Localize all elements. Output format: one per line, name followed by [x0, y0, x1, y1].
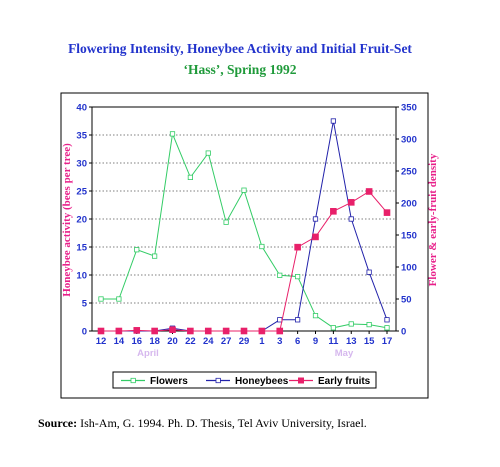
- x-tick-label: 11: [328, 336, 339, 347]
- data-point-flowers: [295, 273, 301, 280]
- x-tick-label: 3: [277, 336, 282, 347]
- x-tick-label: 27: [221, 336, 232, 347]
- data-point-early-fruits: [115, 327, 123, 335]
- data-point-flowers: [98, 296, 104, 302]
- data-point-honeybees: [348, 216, 354, 222]
- data-point-flowers: [169, 131, 176, 137]
- data-point-early-fruits: [294, 243, 301, 251]
- y-tick-label-right: 50: [401, 295, 412, 306]
- x-tick-label: 12: [96, 336, 107, 347]
- y-tick-label-right: 300: [401, 135, 417, 146]
- data-point-flowers: [277, 272, 283, 278]
- data-point-early-fruits: [258, 327, 266, 335]
- x-tick-label: 1: [259, 336, 265, 347]
- data-point-flowers: [187, 174, 193, 180]
- legend-marker-flowers: [130, 377, 136, 384]
- data-point-early-fruits: [204, 327, 212, 335]
- y-tick-label-right: 200: [401, 199, 417, 210]
- y-tick-label-left: 40: [76, 103, 87, 114]
- y-tick-label-left: 15: [76, 243, 87, 254]
- right-axis-ticks: 0 50 100 150 200 250 300 350: [396, 103, 417, 338]
- x-tick-label: 6: [295, 336, 300, 347]
- data-point-flowers: [312, 313, 319, 319]
- x-tick-label: 16: [131, 336, 142, 347]
- x-tick-label: 9: [313, 336, 318, 347]
- data-point-flowers: [259, 243, 265, 250]
- data-point-flowers: [134, 247, 140, 253]
- data-point-early-fruits: [365, 188, 373, 195]
- data-point-flowers: [384, 325, 390, 331]
- y-axis-left-label: Honeybee activity (bees per tree): [61, 143, 73, 297]
- month-label-april: April: [137, 348, 159, 359]
- y-tick-label-right: 100: [401, 263, 417, 274]
- left-axis-ticks: 0 5 10 15 20 25 30 35 40: [76, 103, 92, 338]
- y-tick-label-left: 25: [76, 187, 87, 198]
- data-point-honeybees: [312, 216, 319, 222]
- y-tick-label-right: 250: [401, 167, 417, 178]
- source-text: Ish-Am, G. 1994. Ph. D. Thesis, Tel Aviv…: [80, 416, 367, 430]
- data-point-flowers: [152, 253, 158, 259]
- data-point-early-fruits: [169, 326, 176, 334]
- y-tick-label-right: 350: [401, 103, 417, 114]
- y-tick-label-left: 35: [76, 131, 87, 142]
- data-point-honeybees: [330, 118, 336, 124]
- data-point-early-fruits: [312, 233, 319, 241]
- y-tick-label-right: 150: [401, 231, 417, 242]
- x-tick-label: 17: [382, 336, 393, 347]
- chart-title: Flowering Intensity, Honeybee Activity a…: [68, 41, 412, 56]
- y-tick-label-left: 5: [82, 299, 88, 310]
- data-point-honeybees: [277, 317, 283, 323]
- legend-marker-early-fruits: [298, 377, 304, 384]
- data-point-flowers: [366, 321, 372, 328]
- data-point-honeybees: [295, 317, 301, 323]
- y-axis-right-label: Flower & early-fruit density: [427, 153, 439, 286]
- x-tick-label: 24: [203, 336, 214, 347]
- month-label-may: May: [335, 348, 354, 359]
- y-tick-label-left: 20: [76, 215, 87, 226]
- data-point-early-fruits: [97, 327, 105, 335]
- x-tick-label: 20: [167, 336, 178, 347]
- data-point-early-fruits: [240, 327, 248, 335]
- source-note: Source: Ish-Am, G. 1994. Ph. D. Thesis, …: [38, 416, 367, 431]
- y-tick-label-left: 10: [76, 271, 87, 282]
- legend-box: [112, 371, 377, 389]
- data-point-early-fruits: [222, 327, 230, 335]
- x-tick-label: 14: [114, 336, 125, 347]
- chart-subtitle: ‘Hass’, Spring 1992: [184, 62, 297, 77]
- x-tick-label: 29: [239, 336, 250, 347]
- x-tick-label: 15: [364, 336, 375, 347]
- x-tick-label: 13: [346, 336, 357, 347]
- data-point-flowers: [348, 321, 354, 327]
- source-label: Source:: [38, 416, 78, 430]
- chart-frame: [60, 92, 429, 399]
- data-point-early-fruits: [133, 327, 141, 334]
- data-point-honeybees: [384, 317, 390, 323]
- x-tick-label: 18: [149, 336, 160, 347]
- x-tick-label: 22: [185, 336, 196, 347]
- data-point-early-fruits: [347, 199, 355, 206]
- data-point-early-fruits: [330, 208, 337, 215]
- y-tick-label-left: 0: [82, 327, 87, 338]
- data-point-flowers: [205, 150, 211, 156]
- data-point-flowers: [241, 187, 247, 193]
- series-layer: [97, 118, 391, 335]
- legend-label-flowers: Flowers: [150, 376, 188, 387]
- data-point-early-fruits: [383, 209, 391, 216]
- y-tick-label-right: 0: [401, 327, 406, 338]
- legend: Flowers Honeybees Early fruits: [112, 371, 377, 389]
- legend-label-early-fruits: Early fruits: [318, 376, 371, 387]
- y-tick-label-left: 30: [76, 159, 87, 170]
- data-point-flowers: [116, 296, 122, 302]
- data-point-early-fruits: [151, 327, 158, 335]
- legend-label-honeybees: Honeybees: [235, 376, 289, 387]
- data-point-flowers: [223, 219, 229, 225]
- data-point-honeybees: [366, 269, 372, 275]
- data-point-early-fruits: [187, 327, 194, 335]
- data-point-flowers: [330, 325, 336, 331]
- legend-marker-honeybees: [215, 377, 221, 384]
- data-point-early-fruits: [276, 327, 284, 335]
